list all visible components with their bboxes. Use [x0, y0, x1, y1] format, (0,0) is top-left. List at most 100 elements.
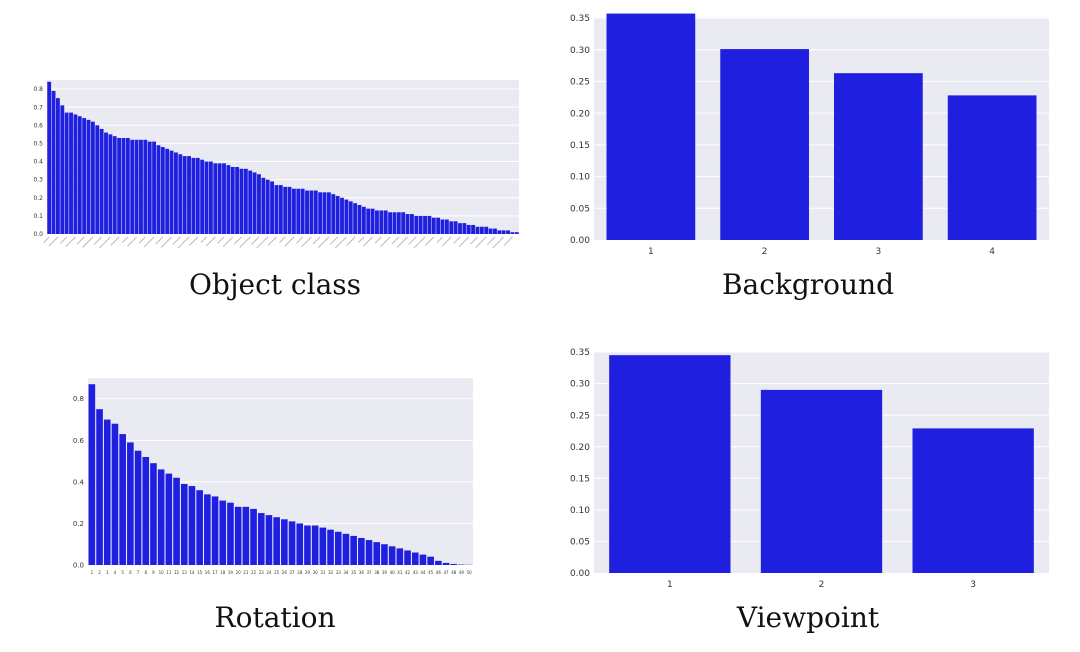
x-tick-label: [205, 236, 216, 247]
bar: [139, 139, 143, 234]
bar: [414, 215, 419, 234]
bar: [250, 508, 257, 565]
bar: [497, 230, 502, 234]
bar: [383, 210, 388, 234]
x-tick-label: 4: [989, 247, 995, 257]
chart-object_class: 0.0 0.1 0.2 0.3 0.4 0.5 0.6 0.7 0.8: [33, 80, 519, 249]
x-tick-label: [143, 236, 155, 248]
bar: [760, 389, 883, 573]
x-tick-label: [155, 236, 164, 245]
bar: [191, 157, 196, 234]
x-tick-label: [267, 236, 277, 246]
x-tick-label: [470, 236, 478, 245]
bar: [103, 419, 111, 565]
x-tick-label: 23: [259, 570, 265, 575]
x-tick-label: 1: [91, 570, 94, 575]
bar: [174, 152, 178, 234]
bar: [200, 159, 205, 234]
bar: [342, 533, 350, 565]
bar: [427, 556, 434, 565]
x-tick-label: 9: [152, 570, 155, 575]
x-tick-label: 20: [236, 570, 242, 575]
caption-object-class: Object class: [188, 268, 362, 301]
x-tick-label: [172, 236, 181, 246]
bar: [252, 172, 257, 234]
x-tick-label: [256, 236, 269, 249]
bar: [169, 150, 174, 234]
x-tick-label: [357, 236, 365, 243]
x-tick-label: [200, 236, 207, 243]
bar: [265, 179, 270, 234]
bar: [180, 483, 188, 565]
x-tick-label: 39: [382, 570, 388, 575]
y-tick-label: 0.25: [570, 411, 590, 421]
bar: [217, 163, 222, 234]
x-tick-label: 14: [189, 570, 195, 575]
bar: [381, 544, 388, 565]
bar: [226, 165, 231, 234]
bar: [156, 145, 161, 234]
bar: [47, 81, 52, 234]
bar: [327, 529, 334, 565]
bar: [69, 112, 73, 234]
bar: [326, 192, 331, 234]
x-tick-label: [234, 236, 242, 245]
bar: [227, 502, 234, 565]
x-tick-label: [76, 236, 85, 245]
bar: [304, 525, 311, 565]
x-tick-label: [138, 236, 146, 244]
bar: [506, 230, 510, 234]
x-tick-label: 6: [129, 570, 132, 575]
chart-rotation: 0.00.20.40.60.81 2 3 4 5 6 7 8 9 10 11 12 13 14 15 16 17…: [73, 378, 473, 575]
bar: [331, 194, 336, 234]
y-tick-label: 0.35: [570, 348, 590, 358]
bar: [436, 217, 441, 234]
bar: [287, 186, 292, 234]
x-tick-label: [217, 236, 225, 244]
bar: [130, 139, 135, 234]
x-tick-label: [334, 236, 347, 249]
bar: [117, 137, 122, 234]
x-tick-label: 3: [876, 247, 882, 257]
bar: [334, 531, 342, 565]
bar: [340, 197, 344, 234]
bar: [405, 214, 410, 234]
bar: [410, 214, 414, 234]
bar: [947, 95, 1037, 240]
bar: [370, 208, 375, 234]
x-tick-label: [329, 236, 338, 246]
x-tick-label: [177, 236, 190, 249]
y-tick-label: 0.4: [73, 478, 85, 486]
bar: [322, 192, 327, 234]
bar: [313, 190, 318, 234]
x-tick-label: 46: [436, 570, 442, 575]
bar: [427, 215, 432, 234]
x-tick-label: [60, 236, 68, 244]
bar: [288, 521, 296, 565]
bar: [510, 232, 515, 234]
x-tick-label: [312, 236, 321, 245]
x-tick-label: [475, 236, 487, 248]
bar: [182, 156, 187, 234]
bar: [142, 456, 150, 565]
y-tick-label: 0.0: [73, 561, 84, 569]
x-tick-label: [222, 236, 234, 248]
bar: [243, 168, 248, 234]
bar: [112, 136, 117, 234]
bar: [401, 212, 406, 234]
x-tick-label: 4: [114, 570, 117, 575]
y-tick-label: 0.30: [570, 380, 590, 390]
bar: [361, 206, 366, 234]
caption-background: Background: [721, 268, 895, 301]
y-tick-label: 0.1: [33, 213, 43, 220]
y-tick-label: 0.15: [570, 141, 590, 151]
bar: [350, 535, 357, 565]
bar: [196, 490, 203, 565]
bar: [173, 477, 180, 565]
bar: [242, 506, 250, 565]
x-tick-label: [363, 236, 373, 247]
bar: [318, 192, 323, 234]
bar: [392, 212, 397, 234]
x-tick-label: 2: [98, 570, 101, 575]
